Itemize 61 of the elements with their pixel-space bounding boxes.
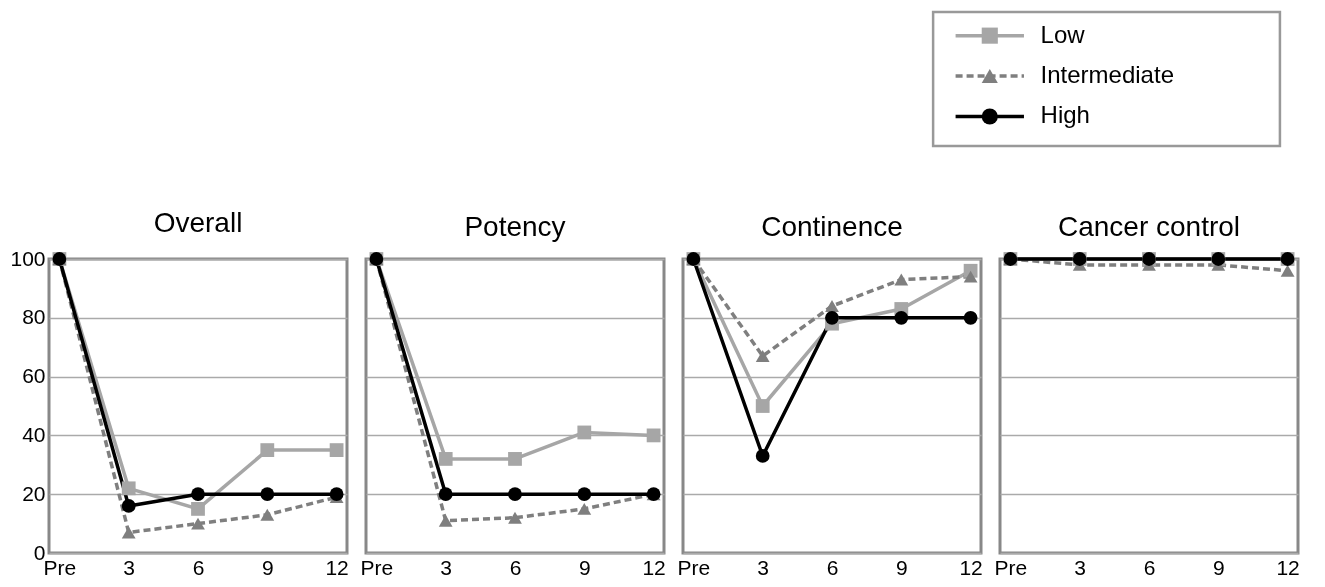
x-tick-label: 6 <box>1143 555 1156 579</box>
y-tick-label: 40 <box>22 422 46 446</box>
x-tick-label: 12 <box>959 555 983 579</box>
x-tick-label: 9 <box>895 555 908 579</box>
point <box>329 443 344 457</box>
x-tick-label: 9 <box>1212 555 1225 579</box>
chart-title: Potency <box>464 211 566 243</box>
x-tick-label: 12 <box>1276 555 1300 579</box>
chart-title: Continence <box>761 211 903 243</box>
point <box>508 452 522 466</box>
legend-label: Low <box>1040 20 1086 48</box>
x-tick-label: 12 <box>642 555 666 579</box>
point <box>894 273 909 286</box>
point <box>329 487 344 502</box>
point <box>577 487 592 502</box>
x-tick-label: 12 <box>325 555 349 579</box>
x-tick-label: 6 <box>509 555 522 579</box>
point <box>577 425 592 440</box>
x-tick-label: 3 <box>123 555 136 579</box>
point <box>755 449 770 463</box>
x-tick-label: 3 <box>440 555 453 579</box>
point <box>438 487 453 502</box>
point <box>121 481 136 496</box>
y-tick-label: 60 <box>22 364 46 388</box>
y-tick-label: 80 <box>22 305 46 329</box>
y-tick-label: 0 <box>33 540 46 564</box>
x-tick-label: 6 <box>192 555 205 579</box>
x-tick-label: 3 <box>1074 555 1087 579</box>
point <box>438 514 453 527</box>
legend-label: High <box>1040 101 1090 129</box>
x-tick-label: 9 <box>578 555 591 579</box>
point <box>260 487 275 502</box>
x-tick-label: Pre <box>994 555 1028 579</box>
point <box>508 511 522 524</box>
point <box>121 499 136 513</box>
x-tick-label: Pre <box>677 555 711 579</box>
point <box>121 526 136 539</box>
point <box>894 310 909 325</box>
y-tick-label: 20 <box>22 481 46 505</box>
point <box>191 502 205 516</box>
point <box>825 300 839 313</box>
x-tick-label: Pre <box>360 555 394 579</box>
x-tick-label: 9 <box>261 555 274 579</box>
x-tick-label: 3 <box>757 555 770 579</box>
chart-title: Overall <box>153 207 243 238</box>
legend-label: Intermediate <box>1040 61 1174 89</box>
x-tick-label: 6 <box>826 555 839 579</box>
point <box>755 399 770 413</box>
point <box>963 310 978 325</box>
point <box>825 310 839 325</box>
point <box>191 517 205 530</box>
point <box>260 443 275 457</box>
point <box>577 502 592 515</box>
point <box>755 350 770 362</box>
point <box>508 487 522 502</box>
point <box>963 270 978 283</box>
chart-title: Cancer control <box>1057 211 1241 243</box>
y-tick-label: 100 <box>10 246 46 270</box>
point <box>260 508 275 521</box>
point <box>438 452 453 466</box>
point <box>191 487 205 502</box>
